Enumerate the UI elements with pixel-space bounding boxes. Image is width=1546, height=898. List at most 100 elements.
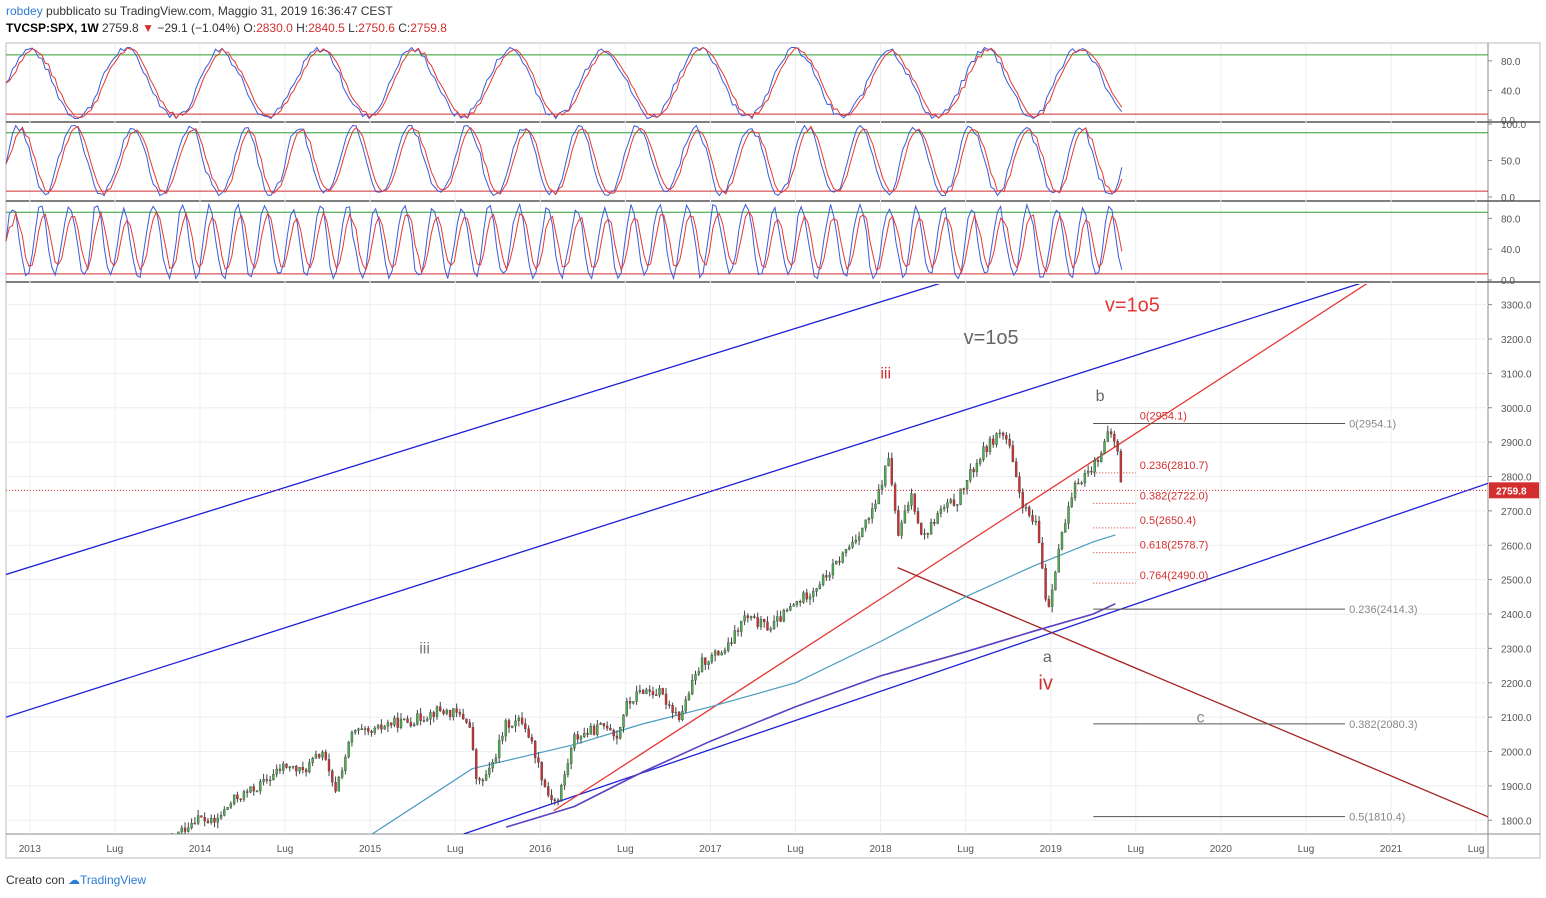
candle[interactable] [295,764,298,777]
candle[interactable] [769,626,772,633]
candle[interactable] [1077,478,1080,485]
candle[interactable] [298,767,301,775]
candle[interactable] [161,842,163,853]
tradingview-logo-icon[interactable]: ☁ [68,873,81,887]
candle[interactable] [599,721,602,725]
candle[interactable] [857,531,861,546]
candle[interactable] [887,452,890,467]
candle[interactable] [641,689,645,695]
candle[interactable] [1090,466,1093,475]
candle[interactable] [206,817,210,824]
candle[interactable] [1109,428,1113,438]
candle[interactable] [1008,433,1011,449]
candle[interactable] [939,505,943,518]
candle[interactable] [308,758,311,774]
candle[interactable] [246,788,249,798]
candle[interactable] [272,769,275,781]
candle[interactable] [452,707,455,721]
candle[interactable] [465,718,468,724]
candle[interactable] [497,734,501,764]
candle[interactable] [187,822,190,833]
candle[interactable] [340,767,344,780]
candle[interactable] [383,724,386,730]
candle[interactable] [596,719,599,737]
candle[interactable] [707,660,710,670]
blue-channel-upper-2[interactable] [6,282,1364,718]
candle[interactable] [612,728,615,741]
candle[interactable] [674,707,678,716]
candle[interactable] [301,761,305,774]
candle[interactable] [183,822,187,834]
candle[interactable] [619,726,622,740]
candle[interactable] [713,649,717,662]
candle[interactable] [949,497,952,505]
candle[interactable] [831,558,835,579]
candle[interactable] [488,761,491,778]
candle[interactable] [828,571,831,581]
candle[interactable] [821,573,825,587]
candle[interactable] [252,783,255,796]
candle[interactable] [933,518,936,526]
candle[interactable] [484,769,488,781]
candle[interactable] [763,618,766,628]
candle[interactable] [1100,450,1103,463]
candle[interactable] [792,602,795,607]
candle[interactable] [334,776,337,794]
candle[interactable] [504,718,507,742]
candle[interactable] [782,608,786,623]
candle[interactable] [527,725,530,739]
candle[interactable] [749,615,753,621]
candle[interactable] [1050,583,1054,613]
candle[interactable] [1005,432,1008,445]
candle[interactable] [897,505,900,537]
candle[interactable] [318,753,321,759]
footer-brand[interactable]: TradingView [80,873,147,887]
candle[interactable] [615,730,619,745]
candle[interactable] [697,667,700,676]
candle[interactable] [861,527,864,538]
candle[interactable] [1024,503,1028,512]
candle[interactable] [174,835,176,841]
candle[interactable] [995,432,998,448]
candle[interactable] [1037,515,1041,544]
candle[interactable] [1093,457,1096,477]
candle[interactable] [975,459,979,477]
candle[interactable] [799,599,802,607]
candle[interactable] [193,817,197,825]
blue-channel-lower[interactable] [463,482,1488,834]
candle[interactable] [501,731,504,745]
candle[interactable] [776,610,779,628]
candle[interactable] [684,696,687,714]
candle[interactable] [628,696,632,710]
candle[interactable] [367,725,370,736]
candle[interactable] [363,726,367,736]
candle[interactable] [282,761,285,775]
candle[interactable] [870,502,874,524]
candle[interactable] [592,723,596,736]
candle[interactable] [632,701,635,705]
candle[interactable] [736,627,740,637]
candle[interactable] [1113,430,1116,448]
candle[interactable] [560,783,563,802]
candle[interactable] [687,691,691,701]
candle[interactable] [1119,448,1123,483]
candle[interactable] [376,724,380,730]
candle[interactable] [520,712,524,726]
candle[interactable] [848,544,851,551]
candle[interactable] [959,488,962,506]
candle[interactable] [429,709,432,726]
candle[interactable] [720,650,723,656]
candle[interactable] [779,610,782,623]
candle[interactable] [710,652,714,665]
candle[interactable] [232,794,236,806]
red-trend[interactable] [553,282,1369,812]
candle[interactable] [694,670,697,685]
candle[interactable] [910,488,913,510]
candle[interactable] [1086,465,1090,477]
candle[interactable] [661,687,664,696]
candle[interactable] [262,773,265,786]
candle[interactable] [196,809,200,826]
candle[interactable] [746,613,750,623]
candle[interactable] [327,753,331,776]
